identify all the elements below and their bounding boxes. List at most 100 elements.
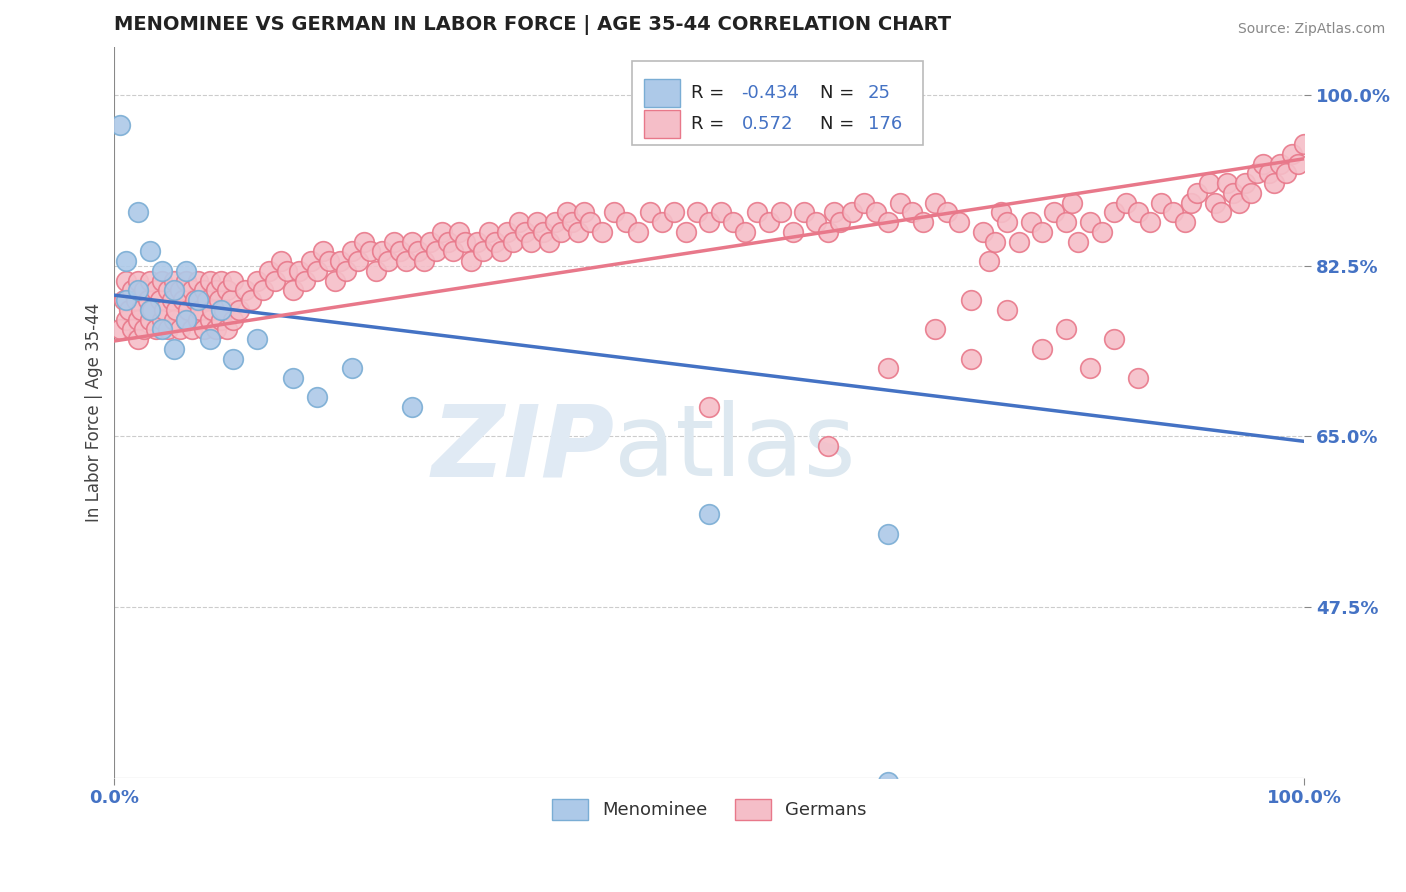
Point <box>817 225 839 239</box>
Point <box>972 225 994 239</box>
Point <box>323 274 346 288</box>
Point <box>876 215 898 229</box>
Text: R =: R = <box>692 84 731 103</box>
Point <box>177 302 200 317</box>
Point <box>139 312 162 326</box>
Point <box>174 274 197 288</box>
Point <box>1270 156 1292 170</box>
Text: R =: R = <box>692 115 731 133</box>
Point <box>371 244 394 259</box>
Point <box>990 205 1012 219</box>
Point <box>153 302 176 317</box>
Point <box>217 283 239 297</box>
Point <box>1204 195 1226 210</box>
Point <box>502 235 524 249</box>
Point <box>150 274 173 288</box>
Point <box>924 195 946 210</box>
Point <box>156 283 179 297</box>
Point <box>174 312 197 326</box>
Point <box>865 205 887 219</box>
Point <box>419 235 441 249</box>
Point <box>460 254 482 268</box>
Point <box>1043 205 1066 219</box>
Point <box>264 274 287 288</box>
Point <box>675 225 697 239</box>
Point <box>141 302 163 317</box>
Point <box>1198 176 1220 190</box>
Point <box>449 225 471 239</box>
Point <box>1240 186 1263 200</box>
Point <box>257 264 280 278</box>
Point <box>129 302 152 317</box>
Point <box>561 215 583 229</box>
Point <box>1067 235 1090 249</box>
Point <box>550 225 572 239</box>
Point <box>335 264 357 278</box>
Point <box>198 332 221 346</box>
Point <box>136 293 159 307</box>
Point <box>1031 342 1053 356</box>
Point <box>1251 156 1274 170</box>
Text: N =: N = <box>820 115 860 133</box>
Point <box>174 312 197 326</box>
Point <box>174 264 197 278</box>
Point <box>1007 235 1029 249</box>
Point <box>995 302 1018 317</box>
Point <box>782 225 804 239</box>
Point <box>318 254 340 268</box>
Point <box>163 342 186 356</box>
Point <box>145 322 167 336</box>
Point <box>531 225 554 239</box>
Point <box>1246 166 1268 180</box>
Point <box>484 235 506 249</box>
Point <box>1185 186 1208 200</box>
Point <box>876 527 898 541</box>
Point <box>889 195 911 210</box>
Point <box>543 215 565 229</box>
Point <box>211 302 233 317</box>
Y-axis label: In Labor Force | Age 35-44: In Labor Force | Age 35-44 <box>86 302 103 522</box>
Point <box>924 322 946 336</box>
Point <box>1054 215 1077 229</box>
Point <box>614 215 637 229</box>
Point <box>299 254 322 268</box>
Text: MENOMINEE VS GERMAN IN LABOR FORCE | AGE 35-44 CORRELATION CHART: MENOMINEE VS GERMAN IN LABOR FORCE | AGE… <box>114 15 952 35</box>
Point <box>841 205 863 219</box>
Point <box>526 215 548 229</box>
FancyBboxPatch shape <box>631 62 924 145</box>
FancyBboxPatch shape <box>644 111 679 138</box>
Point <box>134 322 156 336</box>
Point <box>769 205 792 219</box>
Point <box>948 215 970 229</box>
Point <box>574 205 596 219</box>
Text: atlas: atlas <box>614 401 856 497</box>
Point <box>156 322 179 336</box>
Point <box>342 361 364 376</box>
Point <box>1019 215 1042 229</box>
Point <box>425 244 447 259</box>
Point <box>1257 166 1279 180</box>
Point <box>876 775 898 789</box>
Point <box>160 293 183 307</box>
FancyBboxPatch shape <box>644 79 679 107</box>
Point <box>662 205 685 219</box>
Point <box>187 312 209 326</box>
Point <box>347 254 370 268</box>
Point <box>172 293 194 307</box>
Legend: Menominee, Germans: Menominee, Germans <box>544 792 875 827</box>
Point <box>270 254 292 268</box>
Point <box>294 274 316 288</box>
Point <box>246 274 269 288</box>
Point <box>401 401 423 415</box>
Point <box>1174 215 1197 229</box>
Point <box>1078 361 1101 376</box>
Point <box>211 312 233 326</box>
Point <box>436 235 458 249</box>
Point <box>305 391 328 405</box>
Point <box>204 322 226 336</box>
Point <box>222 312 245 326</box>
Point <box>793 205 815 219</box>
Point <box>305 264 328 278</box>
Point <box>1263 176 1285 190</box>
Point <box>1294 137 1316 152</box>
